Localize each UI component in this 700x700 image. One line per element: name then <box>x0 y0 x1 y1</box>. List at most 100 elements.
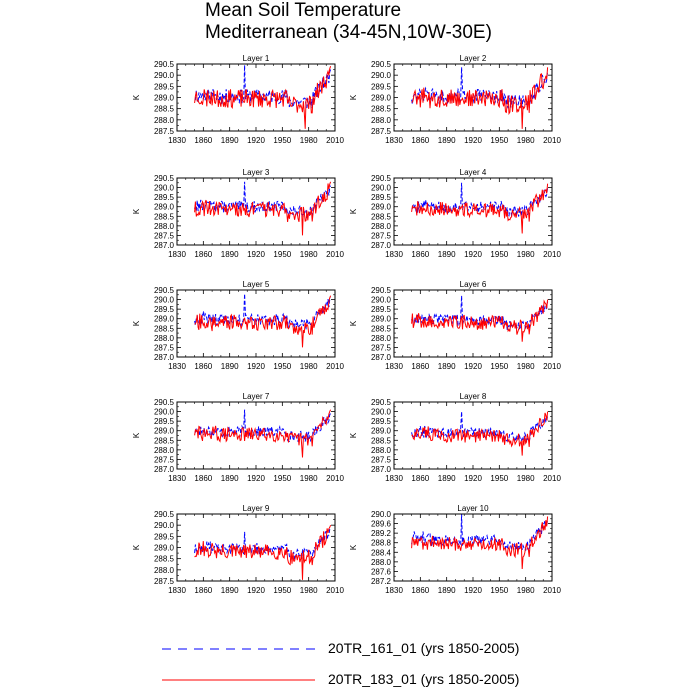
series-line-20TR_183_01-layer-2 <box>411 67 549 129</box>
y-tick-label: 290.0 <box>154 184 175 193</box>
y-tick-label: 290.5 <box>371 398 392 407</box>
y-tick-label: 287.5 <box>154 577 175 586</box>
series-line-20TR_183_01-layer-3 <box>194 181 332 236</box>
y-axis-label: K <box>132 94 141 100</box>
chart-panel-2: 1830 1860 1890 1920 1950 1980 2010 287.5 288.0 28… <box>349 54 561 145</box>
y-tick-label: 288.5 <box>371 436 392 445</box>
y-tick-label: 290.0 <box>371 296 392 305</box>
y-tick-label: 290.5 <box>154 398 175 407</box>
y-tick-label: 289.0 <box>154 315 175 324</box>
y-axis-label: K <box>349 320 358 326</box>
y-tick-label: 289.5 <box>371 193 392 202</box>
x-tick-label: 1860 <box>411 474 429 483</box>
x-tick-label: 1830 <box>168 362 186 371</box>
x-tick-label: 1830 <box>385 474 403 483</box>
x-tick-label: 1950 <box>490 250 508 259</box>
x-tick-label: 1920 <box>247 250 265 259</box>
y-tick-label: 287.5 <box>154 343 175 352</box>
legend-label-series-2: 20TR_183_01 (yrs 1850-2005) <box>328 671 520 687</box>
x-tick-label: 1890 <box>221 136 239 145</box>
y-tick-label: 289.5 <box>371 417 392 426</box>
panel-title: Layer 1 <box>243 54 270 63</box>
chart-panel-10: 1830 1860 1890 1920 1950 1980 2010287.2287.628… <box>349 504 561 595</box>
x-tick-label: 1860 <box>194 474 212 483</box>
x-tick-label: 1860 <box>411 362 429 371</box>
x-tick-label: 1860 <box>194 136 212 145</box>
x-tick-label: 2010 <box>543 362 561 371</box>
y-tick-label: 289.2 <box>371 529 392 538</box>
x-tick-label: 1920 <box>247 474 265 483</box>
x-tick-label: 1860 <box>194 586 212 595</box>
y-tick-label: 290.0 <box>371 408 392 417</box>
x-tick-label: 1950 <box>490 474 508 483</box>
y-tick-label: 288.5 <box>154 436 175 445</box>
y-axis-label: K <box>349 94 358 100</box>
x-tick-label: 1920 <box>464 474 482 483</box>
x-tick-label: 1920 <box>247 586 265 595</box>
y-tick-label: 288.5 <box>371 105 392 114</box>
x-tick-label: 1860 <box>411 136 429 145</box>
y-tick-label: 290.0 <box>371 184 392 193</box>
x-tick-label: 1890 <box>438 362 456 371</box>
x-tick-label: 2010 <box>543 136 561 145</box>
x-tick-label: 1890 <box>438 250 456 259</box>
x-tick-label: 1950 <box>490 586 508 595</box>
y-axis-label: K <box>132 544 141 550</box>
y-tick-label: 287.0 <box>371 465 392 474</box>
x-tick-label: 1980 <box>517 136 535 145</box>
x-tick-label: 1950 <box>490 362 508 371</box>
y-tick-label: 288.0 <box>154 446 175 455</box>
panel-title: Layer 4 <box>460 168 487 177</box>
x-tick-label: 2010 <box>543 586 561 595</box>
x-tick-label: 1830 <box>385 362 403 371</box>
chart-panel-9: 1830 1860 1890 1920 1950 1980 2010 287.5 288.0 28… <box>132 504 344 595</box>
y-tick-label: 287.6 <box>371 567 392 576</box>
x-tick-label: 1920 <box>464 250 482 259</box>
series-line-20TR_183_01-layer-5 <box>194 295 332 348</box>
series-line-20TR_183_01-layer-8 <box>411 411 549 456</box>
y-tick-label: 288.5 <box>154 105 175 114</box>
y-tick-label: 288.0 <box>371 558 392 567</box>
y-tick-label: 287.5 <box>154 455 175 464</box>
x-tick-label: 1980 <box>517 362 535 371</box>
x-tick-label: 1890 <box>438 136 456 145</box>
x-tick-label: 1950 <box>273 474 291 483</box>
x-tick-label: 1920 <box>464 136 482 145</box>
y-tick-label: 290.5 <box>371 286 392 295</box>
x-tick-label: 2010 <box>543 474 561 483</box>
panel-title: Layer 7 <box>243 392 270 401</box>
chart-panel-8: 1830 1860 1890 1920 1950 1980 2010287.0287.528… <box>349 392 561 483</box>
x-tick-label: 1860 <box>411 586 429 595</box>
chart-panel-1: 1830 1860 1890 1920 1950 1980 2010 287.5 288.0 28… <box>132 54 344 145</box>
series-line-20TR_183_01-layer-10 <box>411 516 549 570</box>
y-tick-label: 289.5 <box>154 82 175 91</box>
x-tick-label: 1830 <box>168 136 186 145</box>
series-line-20TR_183_01-layer-1 <box>194 66 332 129</box>
x-tick-label: 1980 <box>300 136 318 145</box>
y-axis-label: K <box>132 432 141 438</box>
y-tick-label: 290.0 <box>154 296 175 305</box>
y-tick-label: 288.5 <box>371 324 392 333</box>
x-tick-label: 1860 <box>411 250 429 259</box>
y-tick-label: 287.0 <box>154 353 175 362</box>
y-tick-label: 290.0 <box>154 71 175 80</box>
chart-panel-5: 1830 1860 1890 1920 1950 1980 2010287.0287.528… <box>132 280 344 371</box>
y-tick-label: 290.5 <box>371 60 392 69</box>
x-tick-label: 1980 <box>300 362 318 371</box>
y-axis-label: K <box>349 544 358 550</box>
y-tick-label: 288.0 <box>154 116 175 125</box>
series-line-20TR_183_01-layer-4 <box>411 183 549 234</box>
x-tick-label: 1830 <box>168 474 186 483</box>
series-line-20TR_183_01-layer-7 <box>194 409 332 458</box>
series-line-20TR_183_01-layer-9 <box>194 525 332 580</box>
y-tick-label: 289.0 <box>371 203 392 212</box>
y-tick-label: 289.5 <box>154 305 175 314</box>
y-tick-label: 287.5 <box>154 231 175 240</box>
chart-title-line2: Mediterranean (34-45N,10W-30E) <box>205 22 492 43</box>
y-tick-label: 289.5 <box>154 532 175 541</box>
x-tick-label: 1890 <box>221 362 239 371</box>
series-line-20TR_183_01-layer-6 <box>411 299 549 342</box>
plot-frame <box>176 513 336 582</box>
x-tick-label: 1950 <box>490 136 508 145</box>
y-tick-label: 287.0 <box>154 241 175 250</box>
